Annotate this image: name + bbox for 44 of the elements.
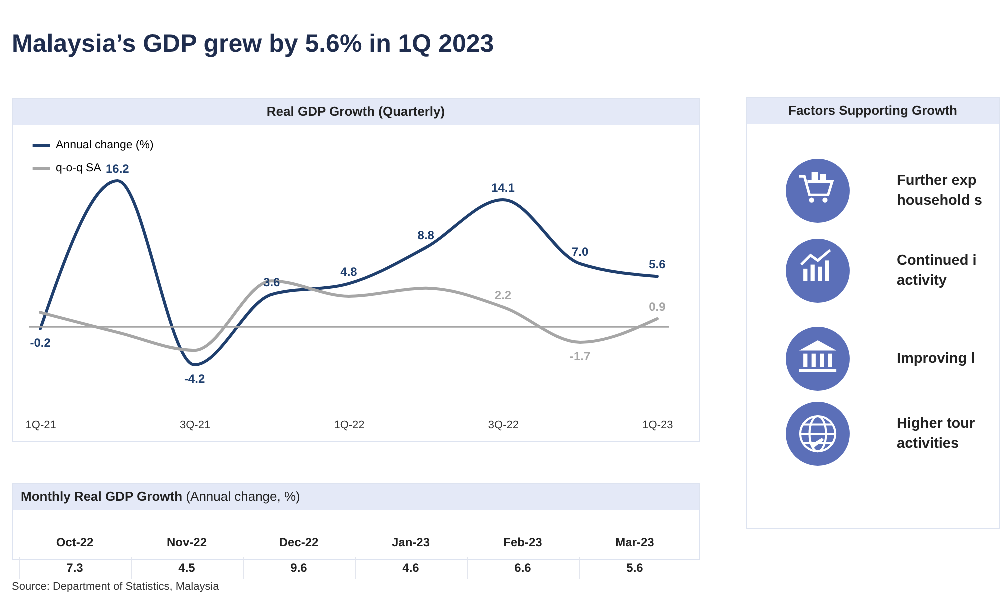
data-label: 9.6 [290,561,308,575]
chart-subtitle: Real GDP Growth (Quarterly) [13,99,699,125]
x-tick-label: 1Q-22 [334,420,365,432]
data-label: 4.5 [178,561,196,575]
text: Improving l [897,350,976,369]
text: (Annual change, %) [186,489,300,504]
data-label: -0.2 [30,336,52,350]
source-note: Source: Department of Statistics, Malaysia [12,581,220,593]
data-label: -4.2 [184,372,206,386]
data-label: 5.6 [649,258,666,272]
category-label: Nov-22 [166,536,208,550]
category-label: Oct-22 [56,536,94,550]
data-label: 0.9 [649,300,666,314]
data-label: 7.0 [572,244,589,259]
text: household s [897,192,982,211]
data-label: 7.3 [66,561,84,575]
data-label: 3.6 [264,276,281,290]
text: Monthly Real GDP Growth [21,489,183,504]
category-label: Mar-23 [616,536,655,550]
data-label: 16.2 [106,162,130,176]
legend-label: Annual change (%) [56,140,154,152]
data-label: 6.6 [514,561,532,575]
text: activity [897,272,948,291]
text: Higher tour [897,415,976,434]
text: Factors Supporting Growth [747,98,999,124]
category-label: Jan-23 [392,536,430,550]
data-label: 5.6 [626,561,644,575]
category-label: Dec-22 [279,536,320,550]
chart-title: Malaysia’s GDP grew by 5.6% in 1Q 2023 [12,30,494,59]
data-label: 8.8 [418,228,435,243]
legend-label: q-o-q SA [56,162,102,174]
data-label: 4.6 [402,561,420,575]
x-tick-label: 3Q-22 [488,420,520,432]
data-label: 14.1 [492,180,516,195]
data-label: 2.2 [494,288,512,302]
text: Continued i [897,252,977,271]
x-tick-label: 1Q-21 [26,420,56,432]
x-tick-label: 3Q-21 [180,420,211,432]
x-tick-label: 1Q-23 [642,420,674,432]
data-label: 4.8 [340,264,358,279]
text: activities [897,435,960,454]
data-label: -1.7 [570,349,591,364]
category-label: Feb-23 [504,536,543,550]
text: Further exp [897,172,978,191]
